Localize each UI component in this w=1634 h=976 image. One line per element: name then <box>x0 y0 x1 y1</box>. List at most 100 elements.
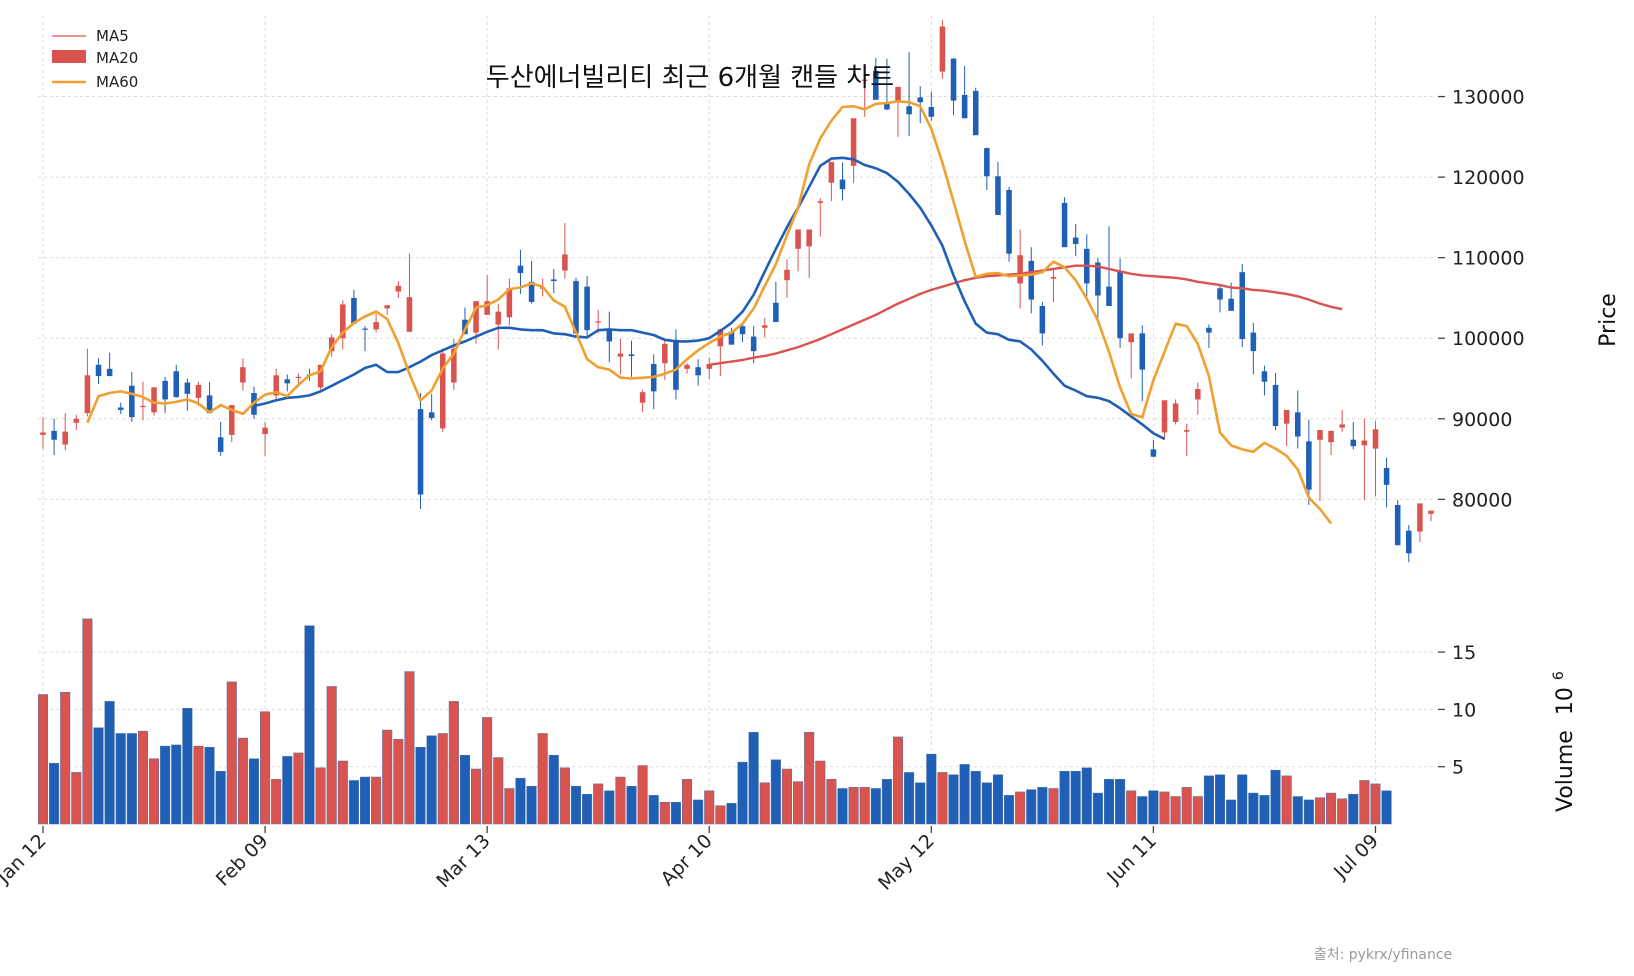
candle-body-78 <box>906 106 912 115</box>
volume-bar-39 <box>471 768 482 825</box>
volume-bar-118 <box>1348 793 1359 825</box>
price-axis-label: Price <box>1596 293 1621 347</box>
volume-bar-25 <box>315 767 326 825</box>
candle-body-81 <box>939 26 946 72</box>
candle-body-83 <box>961 94 968 119</box>
candle-body-25 <box>317 364 324 388</box>
candle-body-99 <box>1139 333 1146 370</box>
volume-bar-50 <box>593 783 604 825</box>
volume-bar-89 <box>1026 789 1037 825</box>
candle-body-74 <box>861 79 868 81</box>
volume-bar-51 <box>604 790 615 825</box>
candle-body-69 <box>806 229 812 247</box>
volume-bar-105 <box>1203 775 1214 825</box>
volume-bar-42 <box>504 788 515 825</box>
candle-body-115 <box>1317 430 1323 440</box>
volume-bars <box>37 618 1392 825</box>
candle-body-27 <box>340 304 346 339</box>
volume-bar-91 <box>1048 788 1059 825</box>
volume-bar-84 <box>970 771 981 825</box>
candle-body-67 <box>784 269 790 281</box>
volume-bar-8 <box>126 733 137 825</box>
candle-body-84 <box>972 90 979 136</box>
volume-bar-26 <box>326 686 337 825</box>
candle-body-123 <box>1406 530 1412 554</box>
volume-bar-113 <box>1292 796 1303 825</box>
candle-body-0 <box>40 432 46 435</box>
volume-bar-96 <box>1103 779 1115 825</box>
candles <box>40 20 1434 563</box>
candle-body-121 <box>1383 467 1390 485</box>
candle-body-68 <box>795 229 801 249</box>
volume-bar-22 <box>282 756 293 825</box>
candle-body-103 <box>1183 430 1190 432</box>
volume-bar-66 <box>770 759 781 825</box>
candle-body-57 <box>673 339 679 390</box>
volume-bar-24 <box>304 625 315 825</box>
volume-bar-72 <box>837 788 848 825</box>
volume-bar-93 <box>1070 771 1081 825</box>
legend-ma5-label: MA5 <box>96 27 129 45</box>
price-tick-label-1: 90000 <box>1452 409 1512 431</box>
candle-body-119 <box>1361 440 1368 446</box>
volume-bar-59 <box>693 799 704 825</box>
candle-body-118 <box>1350 439 1357 447</box>
candle-body-76 <box>884 103 890 110</box>
x-tick-label-3: Apr 10 <box>657 830 717 890</box>
volume-bar-81 <box>937 772 948 825</box>
x-tick-label-1: Feb 09 <box>212 830 273 891</box>
candle-body-47 <box>562 254 568 271</box>
candle-body-17 <box>228 405 235 435</box>
candle-body-95 <box>1095 262 1101 296</box>
volume-axis-label: Volume <box>1553 730 1578 812</box>
volume-bar-18 <box>237 737 248 825</box>
candle-body-114 <box>1306 441 1312 490</box>
volume-bar-83 <box>959 764 970 825</box>
volume-bar-92 <box>1059 771 1070 825</box>
candle-body-93 <box>1072 237 1079 244</box>
volume-bar-120 <box>1370 783 1381 825</box>
volume-bar-104 <box>1192 796 1203 825</box>
volume-tick-label-2: 15 <box>1452 642 1476 664</box>
svg-text:Volume 10 6: Volume 10 6 <box>1551 671 1578 812</box>
volume-bar-107 <box>1226 799 1237 825</box>
candle-body-1 <box>51 430 57 440</box>
candle-body-91 <box>1050 277 1057 279</box>
candle-body-110 <box>1261 371 1268 382</box>
volume-tick-label-1: 10 <box>1452 699 1476 721</box>
volume-bar-45 <box>537 733 548 825</box>
volume-bar-41 <box>493 757 504 825</box>
volume-bar-2 <box>60 691 71 825</box>
candle-body-32 <box>395 285 402 292</box>
volume-axis-exponent-power: 6 <box>1551 671 1567 680</box>
candle-body-73 <box>850 118 857 166</box>
volume-bar-75 <box>870 788 881 825</box>
volume-bar-44 <box>526 785 537 825</box>
candle-body-113 <box>1294 412 1301 437</box>
moving-average-lines <box>86 100 1343 525</box>
volume-bar-108 <box>1237 774 1248 825</box>
volume-bar-36 <box>437 733 448 825</box>
volume-axis-label-group: Volume 10 6 <box>1551 671 1578 812</box>
candle-body-52 <box>617 353 624 357</box>
volume-bar-62 <box>726 803 737 825</box>
volume-bar-20 <box>260 711 271 825</box>
candle-body-53 <box>628 354 635 356</box>
candle-body-82 <box>950 58 957 101</box>
candle-body-65 <box>761 325 768 328</box>
volume-bar-112 <box>1281 775 1292 825</box>
candle-body-70 <box>817 201 824 203</box>
candle-body-40 <box>484 301 490 315</box>
volume-bar-4 <box>82 618 93 825</box>
volume-bar-33 <box>404 671 415 825</box>
candle-body-105 <box>1206 327 1212 333</box>
candle-body-2 <box>62 431 68 445</box>
candle-body-106 <box>1217 288 1223 300</box>
volume-bar-71 <box>826 779 837 825</box>
candle-body-66 <box>773 302 779 323</box>
volume-bar-19 <box>248 758 260 825</box>
candle-body-108 <box>1239 272 1246 340</box>
volume-bar-69 <box>804 732 815 825</box>
candle-body-7 <box>117 407 124 410</box>
